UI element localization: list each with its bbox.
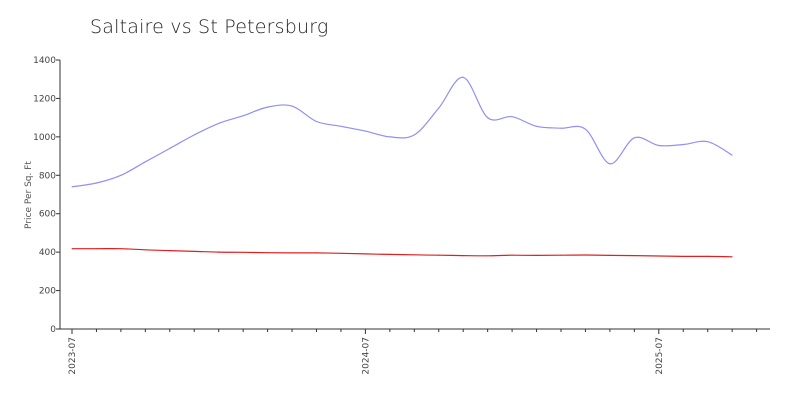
series-1-point <box>511 116 513 118</box>
series-2-point <box>95 248 98 250</box>
series-1-point <box>584 128 587 130</box>
x-tick-label: 2024-07 <box>361 337 371 375</box>
series-1-point <box>144 161 146 163</box>
series-2-point <box>218 251 220 253</box>
series-1-point <box>291 105 293 107</box>
series-1-point <box>633 137 635 139</box>
y-tick-label: 800 <box>39 171 56 181</box>
series-1-point <box>71 186 73 188</box>
series-2-point <box>511 254 513 256</box>
series-1-point <box>413 134 415 136</box>
series-2-point <box>487 255 489 257</box>
series-2-point <box>658 255 660 257</box>
series-1-point <box>731 154 733 156</box>
series-2-point <box>389 253 391 256</box>
series-1-point <box>535 125 538 127</box>
series-2-point <box>584 254 587 256</box>
series-line-1 <box>71 76 733 188</box>
x-axis: 2023-07 2024-07 2025-07 <box>60 328 770 375</box>
series-2-point <box>609 254 611 257</box>
series-1-point <box>682 143 684 146</box>
series-1-point <box>169 147 171 149</box>
y-tick-label: 200 <box>39 287 56 297</box>
series-2-point <box>364 253 366 255</box>
y-tick-label: 600 <box>39 210 56 220</box>
series-1-point <box>218 122 220 125</box>
series-1-point <box>95 182 98 184</box>
series-2-point <box>413 254 415 256</box>
y-axis-label: Price Per Sq. Ft <box>24 161 34 229</box>
series-2-point <box>144 249 146 251</box>
series-line-2 <box>72 248 733 258</box>
y-tick-label: 400 <box>39 248 56 258</box>
series-2-point <box>267 252 269 254</box>
series-2-point <box>315 252 318 254</box>
y-tick-label: 1000 <box>33 133 56 143</box>
series-2-point <box>535 254 538 257</box>
series-2-point <box>707 255 709 257</box>
y-tick-label: 1400 <box>33 56 56 66</box>
y-axis: 0 200 400 600 800 1000 1200 1400 <box>33 56 61 335</box>
series-1-point <box>462 76 464 78</box>
series-1-point <box>364 130 366 132</box>
series-2-point <box>462 255 464 257</box>
series-1-point <box>315 120 318 123</box>
series-2-point <box>242 251 244 253</box>
series-1-point <box>120 174 122 176</box>
series-1-point <box>560 127 562 129</box>
series-2-point <box>71 248 73 250</box>
series-1-point <box>609 163 611 165</box>
x-tick-label: 2025-07 <box>655 337 665 375</box>
series-1-point <box>658 144 660 147</box>
series-2-point <box>682 255 684 257</box>
series-2-point <box>169 250 171 252</box>
series-2-point <box>438 254 440 256</box>
series-2-point <box>120 248 122 250</box>
series-2-point <box>560 254 562 256</box>
series-1-point <box>707 141 709 143</box>
x-tick-label: 2023-07 <box>68 337 78 375</box>
series-1-point <box>487 117 489 119</box>
series-1-point <box>193 134 195 136</box>
series-2-point <box>731 256 733 258</box>
series-2-point <box>291 252 293 254</box>
series-1-point <box>340 125 342 127</box>
series-1-point <box>267 106 269 108</box>
series-1-point <box>438 107 440 109</box>
y-tick-label: 1200 <box>33 94 56 104</box>
series-2-point <box>340 252 342 254</box>
chart-title: Saltaire vs St Petersburg <box>90 16 329 38</box>
series-layer <box>71 76 733 258</box>
series-1-point <box>242 115 244 117</box>
series-1-point <box>389 136 391 138</box>
y-tick-label: 0 <box>50 325 56 335</box>
series-2-point <box>633 255 635 257</box>
series-2-point <box>193 250 195 252</box>
